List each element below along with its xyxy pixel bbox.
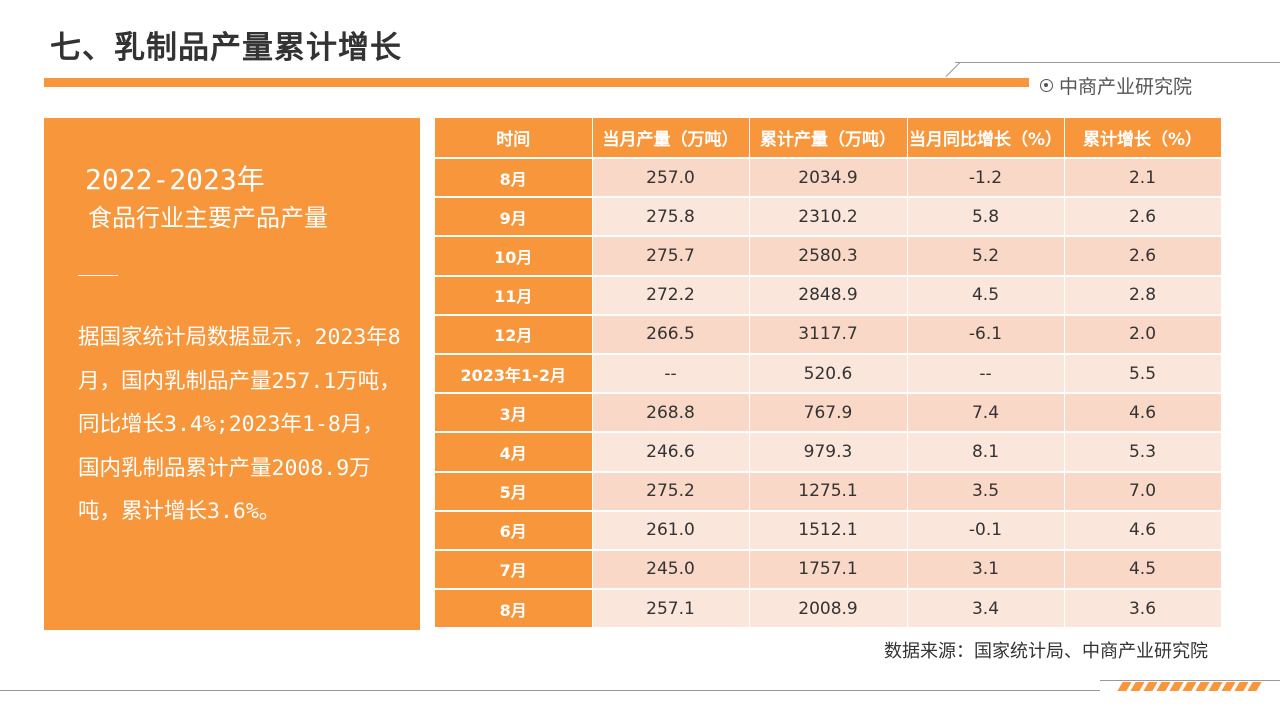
brand-circle-icon — [1040, 79, 1053, 92]
row-period-cell: 8月 — [435, 158, 593, 199]
table-cell: 2.8 — [1064, 275, 1222, 316]
footer-divider-line-right — [1100, 680, 1280, 681]
table-cell: 8.1 — [907, 432, 1065, 473]
table-cell: 4.5 — [1064, 549, 1222, 591]
table-cell: 1512.1 — [749, 510, 908, 551]
table-cell: 5.3 — [1064, 432, 1222, 473]
table-cell: 7.4 — [907, 393, 1065, 434]
table-cell: 979.3 — [749, 432, 908, 473]
row-period-cell: 3月 — [435, 393, 593, 434]
table-cell: 5.8 — [907, 197, 1065, 238]
column-header-cumulative-output: 累计产量（万吨） — [749, 118, 908, 159]
row-period-cell: 9月 — [435, 197, 593, 238]
row-period-cell: 7月 — [435, 549, 593, 591]
table-cell: 4.6 — [1064, 510, 1222, 551]
table-cell: 2.1 — [1064, 158, 1222, 199]
table-cell: 2580.3 — [749, 236, 908, 277]
table-cell: 520.6 — [749, 353, 908, 395]
table-row: 3月 268.8 767.9 7.4 4.6 — [435, 393, 1222, 434]
table-cell: 4.5 — [907, 275, 1065, 316]
table-cell: 3.5 — [907, 471, 1065, 512]
table-cell: -0.1 — [907, 510, 1065, 551]
table-row: 5月 275.2 1275.1 3.5 7.0 — [435, 471, 1222, 512]
table-cell: 261.0 — [592, 510, 750, 551]
column-header-monthly-yoy: 当月同比增长（%） — [907, 118, 1065, 159]
table-row: 8月 257.1 2008.9 3.4 3.6 — [435, 589, 1222, 630]
table-cell: 1757.1 — [749, 549, 908, 591]
table-cell: 3.1 — [907, 549, 1065, 591]
data-source-note: 数据来源：国家统计局、中商产业研究院 — [884, 641, 1208, 662]
table-cell: 5.5 — [1064, 353, 1222, 395]
table-row: 9月 275.8 2310.2 5.8 2.6 — [435, 197, 1222, 238]
panel-subtitle: 食品行业主要产品产量 — [88, 204, 328, 232]
header-slant-line — [945, 62, 961, 77]
table-row: 4月 246.6 979.3 8.1 5.3 — [435, 432, 1222, 473]
table-cell: 257.1 — [592, 589, 750, 630]
table-cell: -- — [907, 353, 1065, 395]
header-stripes-decoration — [1002, 78, 1030, 87]
row-period-cell: 4月 — [435, 432, 593, 473]
table-cell: 275.2 — [592, 471, 750, 512]
table-row: 6月 261.0 1512.1 -0.1 4.6 — [435, 510, 1222, 551]
table-cell: 275.7 — [592, 236, 750, 277]
table-row: 12月 266.5 3117.7 -6.1 2.0 — [435, 314, 1222, 355]
panel-divider — [78, 275, 118, 276]
header-divider-line — [955, 62, 1280, 63]
production-table: 时间 当月产量（万吨） 累计产量（万吨） 当月同比增长（%） 累计增长（%） 8… — [435, 118, 1222, 630]
table-cell: 3.6 — [1064, 589, 1222, 630]
table-cell: 767.9 — [749, 393, 908, 434]
title-underline-bar — [44, 78, 1029, 87]
table-cell: 257.0 — [592, 158, 750, 199]
panel-description: 据国家统计局数据显示，2023年8月，国内乳制品产量257.1万吨，同比增长3.… — [78, 325, 401, 524]
page-title: 七、乳制品产量累计增长 — [50, 30, 402, 66]
brand-name: 中商产业研究院 — [1059, 76, 1193, 98]
table-cell: 245.0 — [592, 549, 750, 591]
table-row: 2023年1-2月 -- 520.6 -- 5.5 — [435, 353, 1222, 395]
table-cell: -1.2 — [907, 158, 1065, 199]
table-cell: 2310.2 — [749, 197, 908, 238]
row-period-cell: 10月 — [435, 236, 593, 277]
table-cell: 5.2 — [907, 236, 1065, 277]
row-period-cell: 8月 — [435, 589, 593, 630]
row-period-cell: 6月 — [435, 510, 593, 551]
table-cell: -- — [592, 353, 750, 395]
table-cell: 2.6 — [1064, 197, 1222, 238]
footer-divider-line — [0, 690, 1100, 691]
row-period-cell: 11月 — [435, 275, 593, 316]
table-cell: 2034.9 — [749, 158, 908, 199]
table-row: 11月 272.2 2848.9 4.5 2.8 — [435, 275, 1222, 316]
table-cell: 2008.9 — [749, 589, 908, 630]
table-cell: 4.6 — [1064, 393, 1222, 434]
column-header-monthly-output: 当月产量（万吨） — [592, 118, 750, 159]
summary-panel: 2022-2023年 食品行业主要产品产量 据国家统计局数据显示，2023年8月… — [44, 118, 420, 630]
row-period-cell: 2023年1-2月 — [435, 353, 593, 395]
table-cell: 272.2 — [592, 275, 750, 316]
footer-stripes-decoration — [1117, 682, 1262, 691]
column-header-time: 时间 — [435, 118, 593, 159]
table-cell: 2848.9 — [749, 275, 908, 316]
brand-logo: 中商产业研究院 — [1040, 72, 1192, 99]
table-header-row: 时间 当月产量（万吨） 累计产量（万吨） 当月同比增长（%） 累计增长（%） — [435, 118, 1222, 159]
table-row: 8月 257.0 2034.9 -1.2 2.1 — [435, 158, 1222, 199]
table-row: 7月 245.0 1757.1 3.1 4.5 — [435, 549, 1222, 591]
row-period-cell: 12月 — [435, 314, 593, 355]
column-header-cumulative-growth: 累计增长（%） — [1064, 118, 1222, 159]
table-cell: 2.6 — [1064, 236, 1222, 277]
table-cell: 1275.1 — [749, 471, 908, 512]
table-cell: 266.5 — [592, 314, 750, 355]
table-cell: 275.8 — [592, 197, 750, 238]
table-cell: 3117.7 — [749, 314, 908, 355]
table-cell: 3.4 — [907, 589, 1065, 630]
table-cell: 2.0 — [1064, 314, 1222, 355]
table-cell: -6.1 — [907, 314, 1065, 355]
table-cell: 268.8 — [592, 393, 750, 434]
table-cell: 246.6 — [592, 432, 750, 473]
table-row: 10月 275.7 2580.3 5.2 2.6 — [435, 236, 1222, 277]
panel-year: 2022-2023年 — [85, 163, 265, 196]
row-period-cell: 5月 — [435, 471, 593, 512]
table-cell: 7.0 — [1064, 471, 1222, 512]
